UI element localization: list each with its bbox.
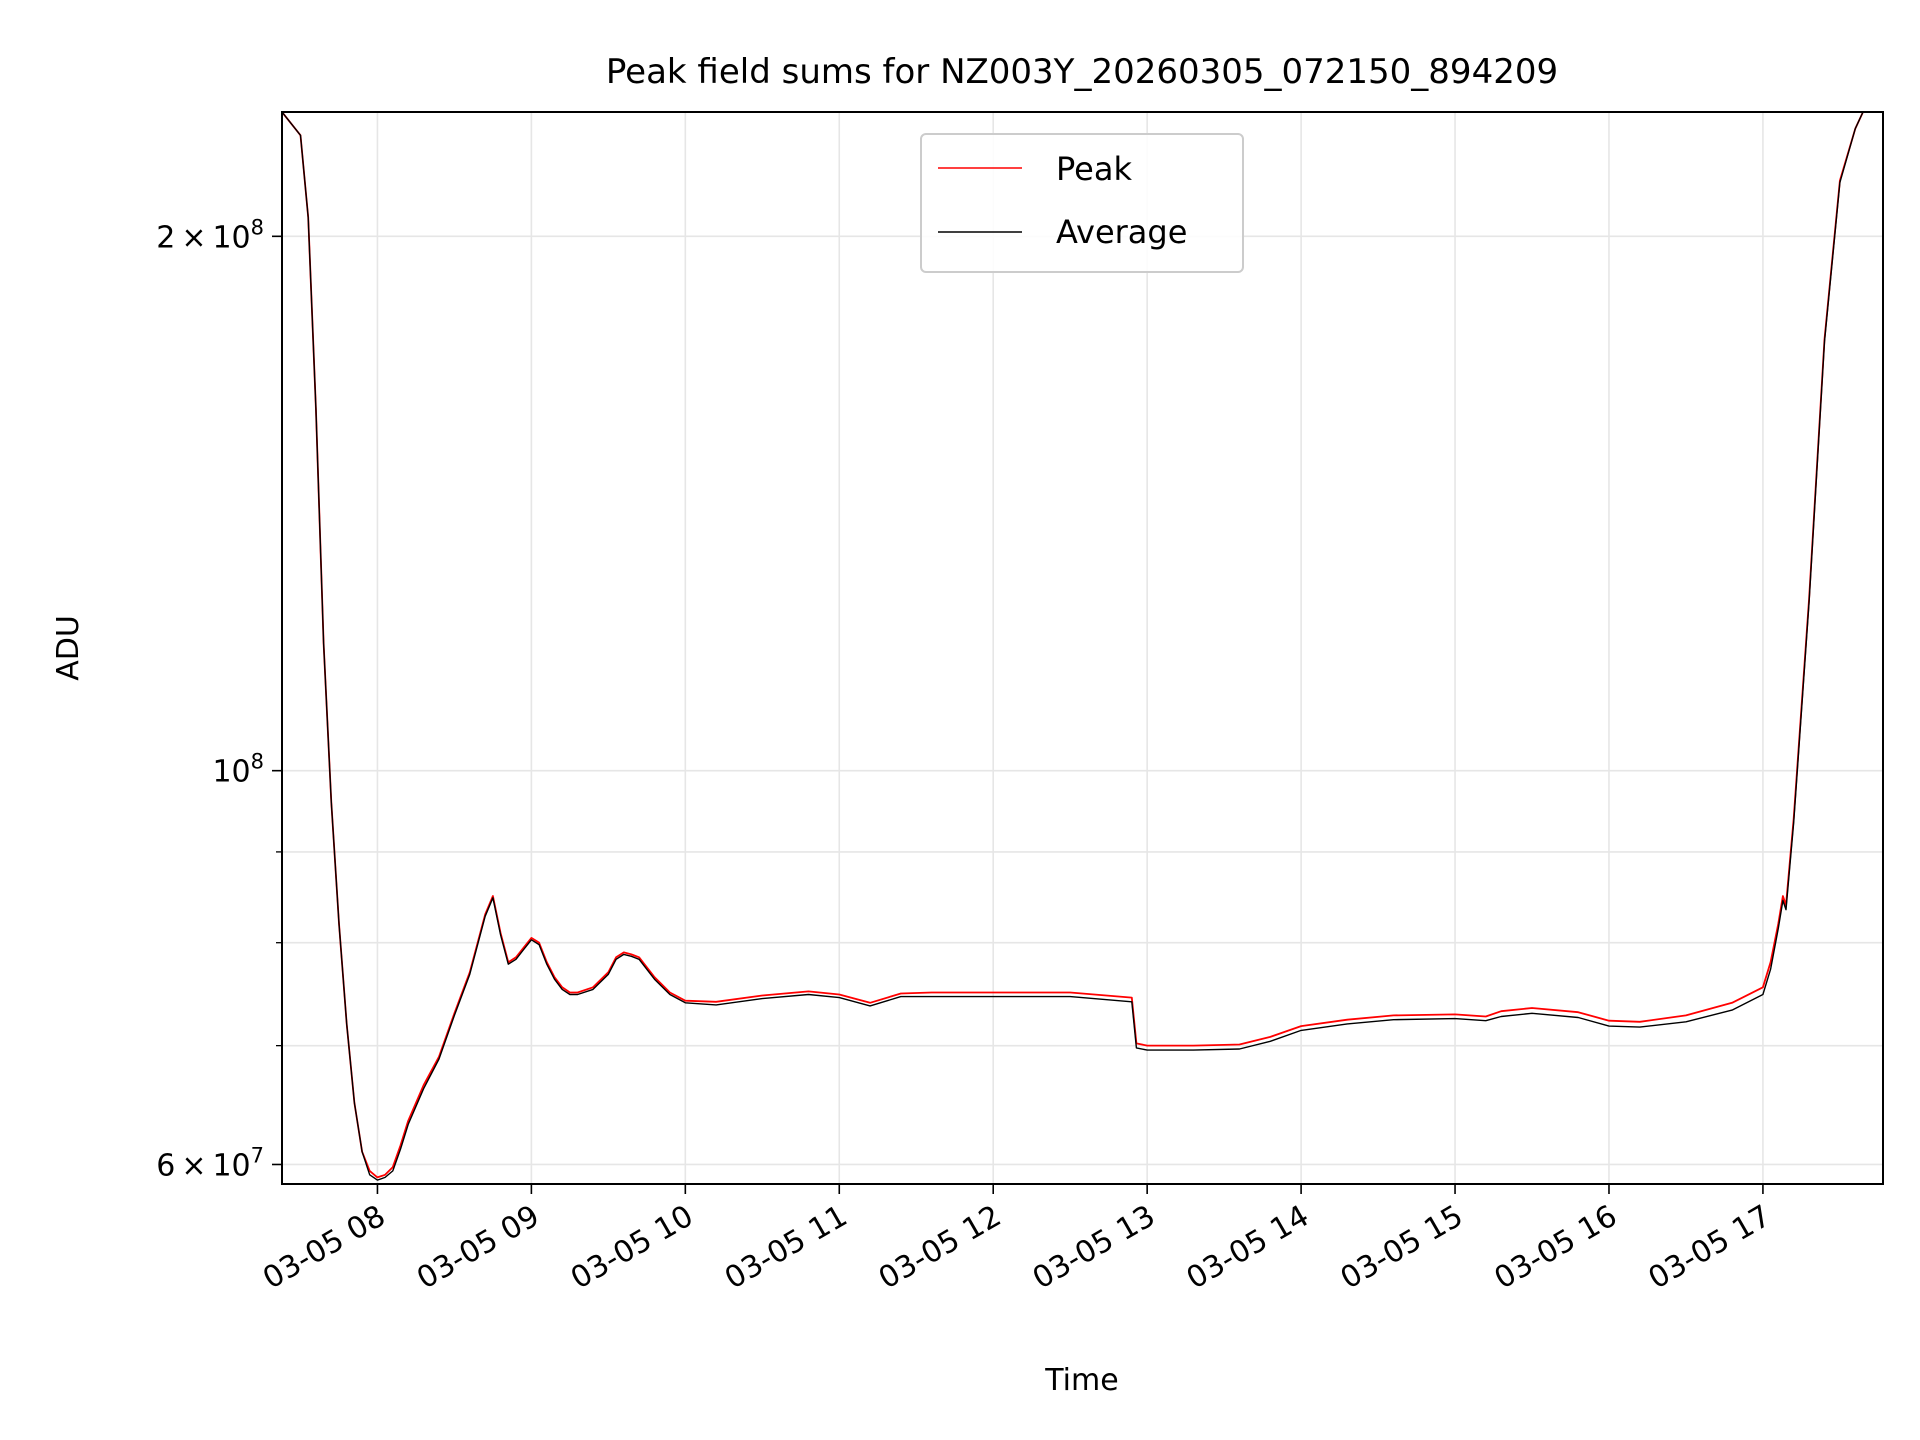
series-average-line (282, 112, 1883, 1181)
plot-lines (282, 112, 1883, 1181)
legend-average-label: Average (1056, 213, 1187, 251)
x-axis-label: Time (1044, 1363, 1118, 1398)
grid (282, 112, 1883, 1184)
y-tick-label: 6 × 107 (156, 1143, 264, 1183)
y-tick-label: 2 × 108 (156, 215, 264, 255)
y-axis-label: ADU (51, 615, 86, 681)
chart-title: Peak field sums for NZ003Y_20260305_0721… (606, 52, 1558, 92)
y-tick-label: 108 (212, 750, 264, 790)
legend-peak-label: Peak (1056, 150, 1132, 188)
series-peak-line (282, 112, 1883, 1179)
plot-frame (281, 111, 1884, 1185)
legend: Peak Average (920, 133, 1244, 273)
